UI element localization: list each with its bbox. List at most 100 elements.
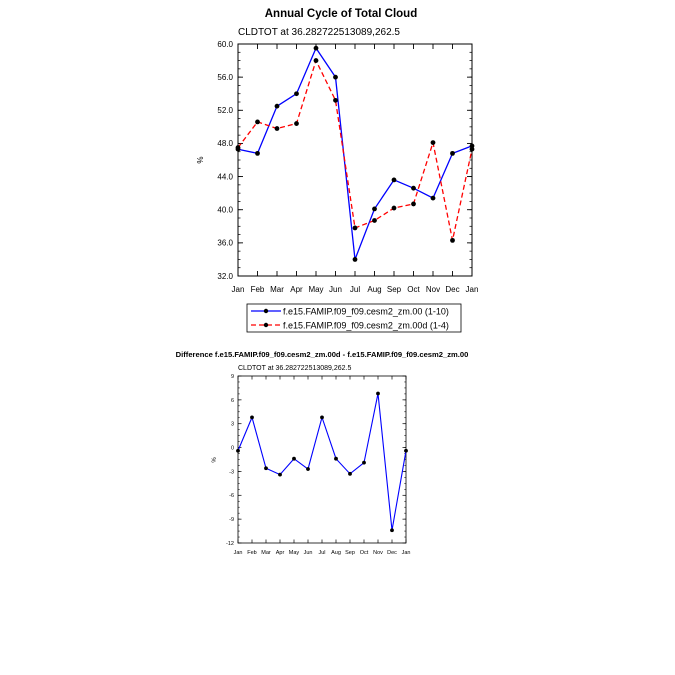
y-tick-label: 32.0 <box>217 272 233 281</box>
x-tick-label: Mar <box>270 285 284 294</box>
data-point <box>278 472 282 477</box>
y-tick-label: 3 <box>231 422 234 428</box>
legend-box <box>246 303 462 333</box>
series-line <box>237 393 407 531</box>
x-tick-label: Nov <box>373 550 383 556</box>
data-point <box>255 119 260 125</box>
y-tick-label: 36.0 <box>217 239 233 248</box>
x-tick-label: Nov <box>426 285 440 294</box>
y-axis-label: % <box>212 457 218 463</box>
y-tick-label: 48.0 <box>217 139 233 148</box>
x-tick-label: Aug <box>367 285 381 294</box>
y-tick-label: 40.0 <box>217 206 233 215</box>
data-point <box>430 195 436 201</box>
data-point <box>313 45 319 51</box>
data-point <box>376 391 380 396</box>
y-tick-label: 9 <box>231 374 234 380</box>
data-point <box>236 448 240 453</box>
data-point <box>391 177 397 183</box>
data-point <box>333 97 338 103</box>
data-point <box>294 91 299 97</box>
x-tick-label: Jun <box>304 550 313 556</box>
x-tick-label: Sep <box>387 285 402 294</box>
x-tick-label: Dec <box>387 550 397 556</box>
y-tick-label: 44.0 <box>217 172 233 181</box>
legend-swatch-marker <box>263 308 269 314</box>
data-point <box>372 218 377 223</box>
data-point <box>348 471 352 476</box>
data-point <box>390 528 394 533</box>
series-line <box>237 58 473 241</box>
data-point <box>320 415 324 420</box>
axes: Jan Feb Mar Apr May Jun Jul Aug Sep Oct Nov Dec Jan-… <box>226 374 410 556</box>
x-tick-label: Feb <box>247 550 256 556</box>
data-point <box>411 201 416 207</box>
legend: f.e15.FAMIP.f09_f09.cesm2_zm.00 (1-10) f… <box>246 303 462 333</box>
legend-entry: f.e15.FAMIP.f09_f09.cesm2_zm.00 (1-10) <box>283 307 449 317</box>
x-tick-label: Jul <box>318 550 325 556</box>
legend-swatch-marker <box>263 322 269 328</box>
data-point <box>264 466 268 471</box>
chart-title: Difference f.e15.FAMIP.f09_f09.cesm2_zm.… <box>176 350 469 359</box>
y-tick-label: 6 <box>231 398 234 404</box>
x-tick-label: Aug <box>331 550 341 556</box>
x-tick-label: Apr <box>276 550 285 556</box>
data-point <box>450 237 455 243</box>
x-tick-label: Mar <box>261 550 271 556</box>
data-point <box>391 205 397 211</box>
y-tick-label: 60.0 <box>217 40 233 49</box>
annual-cycle-chart: Annual Cycle of Total Cloud CLDTOT at 36… <box>196 8 478 333</box>
chart-subtitle: CLDTOT at 36.282722513089,262.5 <box>238 365 351 372</box>
x-tick-label: Jan <box>466 285 479 294</box>
data-point <box>362 460 366 465</box>
y-tick-label: -3 <box>229 469 234 475</box>
data-point <box>274 126 280 131</box>
y-tick-label: -6 <box>229 493 234 499</box>
chart-subtitle: CLDTOT at 36.282722513089,262.5 <box>238 27 400 38</box>
y-tick-label: 56.0 <box>217 73 233 82</box>
x-tick-label: Oct <box>407 285 420 294</box>
data-point <box>352 257 358 262</box>
data-point <box>292 456 296 461</box>
data-point <box>250 415 254 420</box>
x-tick-label: Sep <box>345 550 355 556</box>
x-tick-label: Jan <box>402 550 411 556</box>
x-tick-label: Apr <box>290 285 303 294</box>
data-point <box>469 143 475 149</box>
data-point <box>235 145 241 150</box>
x-tick-label: Jul <box>350 285 360 294</box>
y-tick-label: 0 <box>231 445 234 451</box>
y-tick-label: 52.0 <box>217 106 233 115</box>
data-point <box>334 456 338 461</box>
x-tick-label: Jun <box>329 285 342 294</box>
series-group <box>236 391 408 533</box>
data-point <box>430 140 436 146</box>
y-tick-label: -12 <box>226 541 234 547</box>
axes: Jan Feb Mar Apr May Jun Jul Aug Sep Oct Nov Dec Jan 3… <box>217 40 478 294</box>
x-tick-label: Jan <box>232 285 245 294</box>
data-point <box>372 206 377 212</box>
data-point <box>404 448 408 453</box>
data-point <box>313 58 319 63</box>
data-point <box>352 225 358 231</box>
x-tick-label: Oct <box>360 550 369 556</box>
data-point <box>333 74 338 80</box>
data-point <box>411 185 416 191</box>
chart-title: Annual Cycle of Total Cloud <box>265 8 417 20</box>
y-tick-label: -9 <box>229 517 234 523</box>
legend-entry: f.e15.FAMIP.f09_f09.cesm2_zm.00d (1-4) <box>283 321 449 331</box>
data-point <box>255 150 260 156</box>
data-point <box>450 150 455 156</box>
x-tick-label: May <box>289 550 300 556</box>
data-point <box>469 146 475 152</box>
x-tick-label: Dec <box>445 285 459 294</box>
series-group <box>235 45 475 262</box>
data-point <box>294 121 299 126</box>
data-point <box>274 103 280 109</box>
difference-chart: Difference f.e15.FAMIP.f09_f09.cesm2_zm.… <box>176 350 469 556</box>
x-tick-label: Jan <box>234 550 243 556</box>
y-axis-label: % <box>196 156 205 163</box>
x-tick-label: Feb <box>251 285 265 294</box>
x-tick-label: May <box>308 285 323 294</box>
